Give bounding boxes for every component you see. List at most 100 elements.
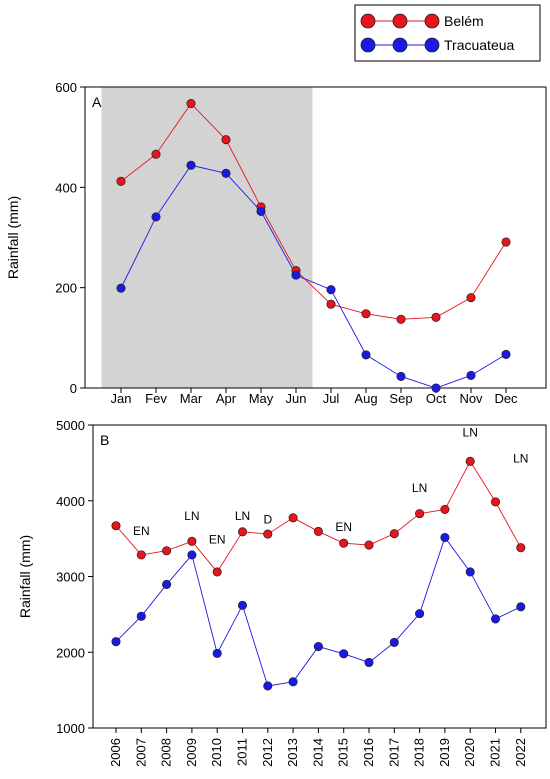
annotation-label: LN	[184, 509, 199, 523]
data-point	[415, 509, 425, 519]
data-point	[212, 567, 222, 577]
data-point	[326, 299, 336, 309]
data-point	[465, 567, 475, 577]
data-point	[162, 546, 172, 556]
x-tick-label: 2012	[260, 738, 275, 767]
legend-marker	[392, 13, 408, 29]
x-tick-label: Sep	[389, 391, 412, 406]
data-point	[501, 237, 511, 247]
data-point	[396, 371, 406, 382]
legend-marker	[424, 13, 440, 29]
data-point	[288, 677, 298, 687]
x-tick-label: 2020	[462, 738, 477, 767]
data-point	[221, 135, 231, 145]
data-point	[291, 270, 301, 280]
data-point	[116, 176, 126, 186]
annotation-label: D	[263, 512, 272, 526]
data-point	[136, 611, 146, 621]
data-point	[501, 349, 511, 359]
series-line	[120, 164, 507, 389]
annotation-label: LN	[463, 425, 478, 439]
x-tick-label: 2006	[108, 738, 123, 767]
data-point	[111, 637, 121, 647]
annotation-label: EN	[335, 520, 352, 534]
x-tick-label: May	[249, 391, 274, 406]
data-point	[364, 657, 374, 668]
data-point	[389, 637, 399, 647]
data-point	[431, 312, 441, 322]
panel-label: A	[92, 94, 102, 110]
data-point	[466, 293, 476, 303]
data-point	[431, 383, 441, 393]
data-point	[221, 168, 231, 178]
data-point	[212, 648, 222, 658]
data-point	[326, 285, 336, 295]
data-point	[288, 513, 298, 523]
data-point	[162, 579, 172, 590]
y-tick-label: 600	[55, 80, 77, 95]
series-line	[115, 460, 522, 573]
x-tick-label: Nov	[459, 391, 483, 406]
data-point	[116, 283, 126, 293]
x-tick-label: Aug	[354, 391, 377, 406]
data-point	[361, 350, 371, 360]
panel-b: 1000 2000 3000 4000 5000 2006 2007 2008 2009 2010…	[17, 418, 547, 767]
data-point	[263, 529, 273, 539]
y-tick-label: 2000	[56, 645, 85, 660]
data-point	[313, 526, 323, 536]
x-tick-label: Apr	[216, 391, 237, 406]
data-point	[389, 529, 399, 539]
data-point	[237, 527, 248, 537]
x-tick-label: 2013	[285, 738, 300, 767]
annotation-label: LN	[412, 481, 427, 495]
data-point	[440, 504, 450, 515]
legend-box	[354, 4, 541, 62]
data-point	[516, 602, 526, 612]
y-tick-label: 1000	[56, 721, 85, 736]
data-point	[415, 609, 425, 619]
x-tick-label: 2019	[437, 738, 452, 767]
x-tick-label: 2009	[184, 738, 199, 767]
x-tick-label: Jan	[111, 391, 132, 406]
series-line	[115, 536, 521, 687]
x-tick-label: Fev	[145, 391, 167, 406]
data-point	[263, 681, 273, 691]
x-tick-label: 2008	[159, 738, 174, 767]
annotation-label: LN	[235, 509, 250, 523]
data-point	[313, 642, 323, 652]
data-point	[186, 99, 196, 109]
data-point	[136, 550, 146, 560]
panel-label: B	[100, 432, 109, 448]
y-axis-title: Rainfall (mm)	[17, 535, 33, 618]
legend-marker	[360, 13, 376, 29]
x-tick-label: 2010	[209, 738, 224, 767]
y-tick-label: 200	[55, 281, 77, 296]
data-point	[516, 543, 526, 553]
annotation-label: EN	[133, 524, 150, 538]
x-tick-label: Jun	[286, 391, 307, 406]
x-tick-label: 2014	[310, 738, 325, 767]
panel-a: 0 200 400 600 Jan Fev Mar Apr May Jun Jul Aug Sep Oct…	[5, 80, 547, 406]
x-tick-label: 2011	[235, 738, 250, 766]
y-tick-label: 3000	[56, 570, 85, 585]
data-point	[111, 521, 121, 531]
legend-label: Tracuateua	[444, 37, 515, 53]
y-tick-label: 5000	[56, 418, 85, 433]
y-axis-title: Rainfall (mm)	[5, 196, 21, 279]
y-tick-label: 4000	[56, 494, 85, 509]
series-line	[120, 102, 507, 320]
y-tick-label: 0	[70, 381, 77, 396]
y-tick-label: 400	[55, 180, 77, 195]
x-tick-label: 2018	[412, 738, 427, 767]
x-tick-label: Dec	[494, 391, 518, 406]
x-tick-label: 2022	[513, 738, 528, 767]
data-point	[237, 600, 248, 610]
data-point	[256, 206, 266, 216]
data-point	[151, 212, 161, 222]
data-point	[466, 370, 476, 381]
data-point	[440, 532, 450, 543]
legend-marker	[360, 37, 376, 53]
data-point	[396, 314, 406, 324]
data-point	[151, 149, 161, 159]
x-tick-label: 2015	[336, 738, 351, 767]
